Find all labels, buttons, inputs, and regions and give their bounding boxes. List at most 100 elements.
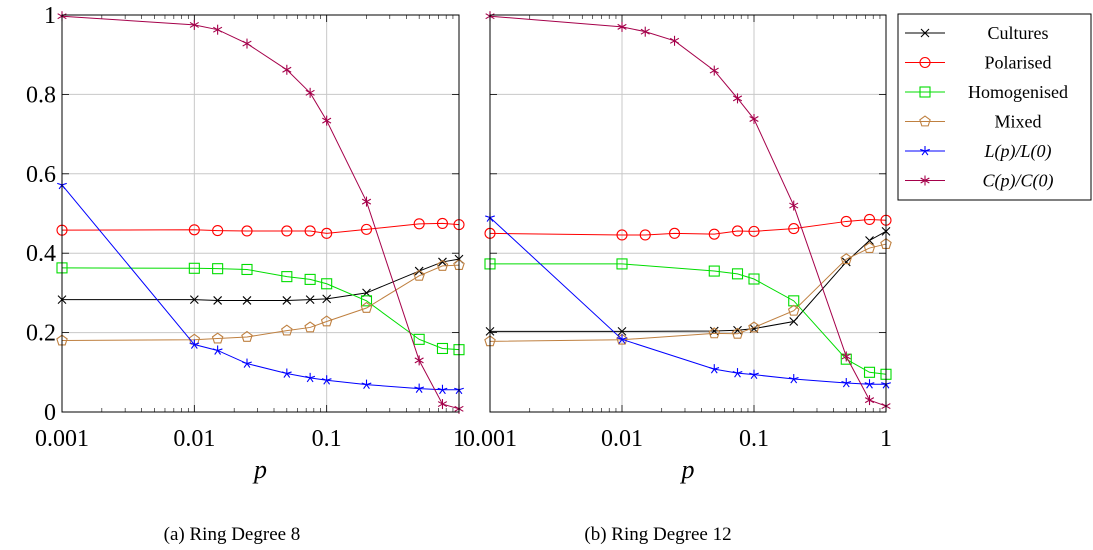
series-line (61, 222, 460, 234)
x-tick-label: 1 (880, 426, 892, 452)
data-point (242, 38, 252, 49)
series-line (489, 15, 887, 407)
legend-marker (920, 175, 930, 186)
data-point (281, 271, 293, 283)
data-point (841, 378, 852, 388)
data-point (709, 364, 720, 374)
y-tick-label: 0.6 (26, 162, 56, 188)
data-point (305, 372, 316, 383)
series-l-p-l-0- (485, 212, 891, 389)
data-point (241, 263, 253, 276)
data-point (304, 321, 316, 333)
series-homogenised (56, 262, 465, 356)
data-point (437, 384, 448, 395)
data-point (361, 196, 372, 207)
data-point (189, 295, 199, 305)
axis-frame (489, 14, 887, 413)
data-point (320, 315, 333, 327)
data-point (748, 225, 760, 237)
data-point (864, 395, 875, 406)
series-l-p-l-0- (57, 179, 464, 395)
x-axis-label: p (252, 455, 267, 484)
data-point (616, 229, 628, 241)
data-point (789, 317, 799, 326)
data-point (863, 213, 876, 226)
data-point (414, 355, 424, 366)
data-point (863, 241, 876, 253)
data-point (360, 223, 373, 235)
y-tick-label: 0.2 (26, 321, 56, 347)
legend-entry: Mixed (905, 112, 1042, 132)
data-point (304, 273, 316, 285)
legend-frame (897, 13, 1092, 201)
series-homogenised (484, 258, 892, 380)
data-point (212, 345, 223, 355)
series-line (490, 263, 887, 375)
x-tick-label: 0.1 (312, 426, 342, 452)
data-point (639, 229, 651, 241)
series-line (489, 243, 887, 342)
legend-entry: L(p)/L(0) (905, 141, 1052, 162)
x-tick-label: 0.001 (463, 426, 517, 452)
data-point (788, 223, 800, 235)
data-point (188, 224, 200, 236)
series-mixed (484, 237, 892, 347)
x-tick-label: 1 (453, 426, 465, 452)
data-point (669, 35, 680, 46)
y-tick-label: 0.8 (26, 82, 56, 108)
data-point (413, 218, 425, 230)
data-point (413, 269, 425, 281)
data-point (188, 262, 200, 274)
x-tick-label: 0.001 (35, 426, 89, 452)
series-cultures (485, 226, 891, 336)
minor-ticks (101, 15, 454, 412)
data-point (437, 399, 448, 410)
data-point (436, 259, 449, 271)
data-point (322, 294, 332, 304)
data-point (732, 368, 743, 378)
data-point (304, 225, 316, 237)
data-point (413, 333, 425, 345)
series-c-p-c-0- (57, 11, 464, 414)
data-point (321, 375, 332, 385)
data-point (749, 369, 759, 380)
data-point (840, 215, 852, 227)
data-point (732, 93, 743, 104)
series-polarised (56, 217, 465, 239)
panel-caption: (a) Ring Degree 8 (164, 524, 301, 545)
legend-entry: Polarised (905, 53, 1052, 73)
data-point (616, 258, 628, 270)
legend-label: Mixed (995, 112, 1042, 132)
x-tick-label: 0.1 (739, 426, 769, 452)
data-point (189, 339, 200, 349)
data-point (865, 236, 874, 245)
data-point (212, 225, 224, 237)
data-point (438, 257, 447, 267)
data-point (748, 321, 760, 333)
data-point (864, 379, 875, 389)
data-point (640, 26, 650, 37)
series-line (61, 15, 460, 410)
data-point (414, 383, 425, 393)
y-tick-label: 0.4 (26, 241, 56, 267)
data-point (213, 24, 223, 35)
data-point (281, 225, 293, 237)
data-point (321, 278, 333, 290)
series-line (62, 258, 460, 301)
data-point (282, 296, 292, 305)
data-point (731, 327, 744, 339)
data-point (789, 200, 799, 211)
data-point (212, 263, 224, 275)
data-point (709, 65, 719, 76)
data-point (788, 374, 799, 384)
data-point (360, 301, 373, 313)
data-point (305, 295, 315, 305)
chart-panel-1: 0.001 0.01 0.1 1 0 0.2 0.4 0.6 0.8 1 p (a) Ring Deg… (26, 3, 465, 545)
legend-marker (919, 56, 931, 69)
data-point (787, 304, 800, 316)
legend-marker (920, 146, 930, 156)
data-point (360, 295, 373, 307)
data-point (840, 253, 853, 265)
series-line (61, 264, 460, 342)
